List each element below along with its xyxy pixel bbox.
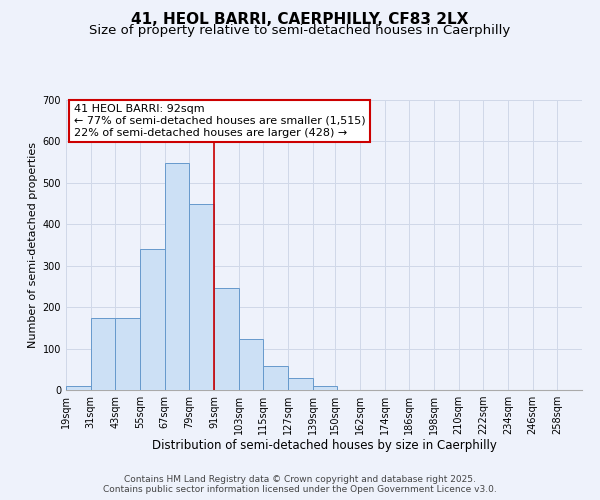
Bar — [288, 378, 313, 390]
Text: 41, HEOL BARRI, CAERPHILLY, CF83 2LX: 41, HEOL BARRI, CAERPHILLY, CF83 2LX — [131, 12, 469, 28]
Text: Size of property relative to semi-detached houses in Caerphilly: Size of property relative to semi-detach… — [89, 24, 511, 37]
Bar — [91, 318, 115, 390]
Text: 41 HEOL BARRI: 92sqm
← 77% of semi-detached houses are smaller (1,515)
22% of se: 41 HEOL BARRI: 92sqm ← 77% of semi-detac… — [74, 104, 365, 138]
Bar — [313, 386, 337, 390]
Y-axis label: Number of semi-detached properties: Number of semi-detached properties — [28, 142, 38, 348]
Bar — [214, 288, 239, 390]
Bar — [115, 318, 140, 390]
X-axis label: Distribution of semi-detached houses by size in Caerphilly: Distribution of semi-detached houses by … — [152, 438, 496, 452]
Bar — [263, 366, 288, 390]
Bar — [66, 386, 91, 390]
Bar — [164, 163, 190, 390]
Text: Contains HM Land Registry data © Crown copyright and database right 2025.: Contains HM Land Registry data © Crown c… — [124, 474, 476, 484]
Bar — [190, 204, 214, 390]
Bar — [239, 339, 263, 390]
Bar — [140, 249, 164, 390]
Text: Contains public sector information licensed under the Open Government Licence v3: Contains public sector information licen… — [103, 485, 497, 494]
